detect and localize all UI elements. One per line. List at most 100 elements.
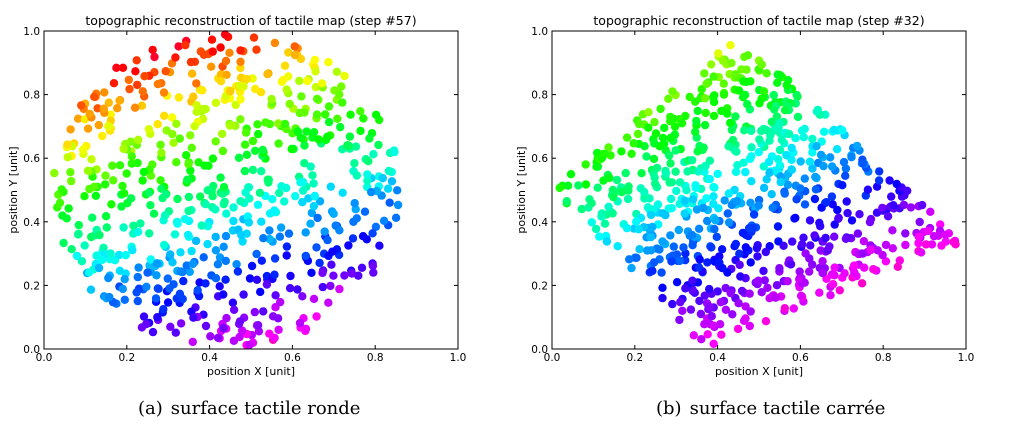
scatter-point	[613, 242, 622, 251]
scatter-point	[665, 178, 674, 187]
scatter-point	[346, 110, 355, 119]
scatter-point	[211, 274, 221, 283]
scatter-point	[660, 123, 669, 133]
scatter-point	[859, 237, 869, 246]
scatter-point	[715, 320, 725, 329]
scatter-point	[595, 232, 604, 241]
scatter-point	[239, 290, 248, 299]
scatter-point	[653, 200, 663, 209]
scatter-point	[914, 232, 924, 242]
scatter-point	[757, 288, 766, 297]
scatter-point	[77, 257, 87, 266]
scatter-point	[735, 260, 744, 270]
scatter-point	[878, 203, 887, 213]
scatter-point	[664, 204, 673, 213]
scatter-point	[320, 227, 329, 236]
scatter-point	[921, 240, 931, 249]
scatter-point	[777, 135, 787, 145]
scatter-point	[166, 322, 175, 331]
scatter-point	[691, 127, 700, 137]
scatter-point	[634, 225, 643, 234]
scatter-point	[847, 216, 857, 225]
scatter-point	[600, 219, 610, 228]
scatter-point	[731, 167, 741, 177]
y-tick-label: 0.6	[23, 153, 40, 165]
scatter-point	[216, 43, 225, 52]
scatter-point	[624, 186, 633, 195]
scatter-point	[211, 246, 221, 255]
y-tick-label: 0.8	[23, 90, 40, 102]
scatter-point	[602, 237, 612, 246]
scatter-point	[221, 275, 230, 284]
scatter-point	[895, 256, 904, 265]
scatter-point	[274, 139, 283, 148]
scatter-point	[775, 264, 784, 273]
scatter-point	[104, 98, 114, 107]
scatter-points	[555, 41, 960, 348]
scatter-point	[598, 149, 608, 159]
scatter-point	[817, 203, 826, 212]
scatter-point	[255, 188, 265, 197]
scatter-point	[753, 252, 762, 261]
scatter-point	[276, 223, 286, 232]
scatter-point	[733, 324, 743, 334]
scatter-point	[830, 220, 839, 229]
scatter-point	[826, 153, 835, 162]
scatter-point	[265, 119, 275, 129]
scatter-point	[206, 332, 215, 341]
scatter-point	[344, 141, 354, 151]
scatter-point	[297, 92, 306, 101]
scatter-point	[795, 267, 804, 276]
scatter-point	[364, 157, 373, 166]
scatter-point	[627, 149, 636, 158]
scatter-point	[747, 143, 756, 152]
scatter-point	[139, 312, 149, 321]
scatter-point	[274, 325, 283, 334]
scatter-point	[184, 206, 193, 216]
scatter-point	[240, 166, 250, 176]
scatter-point	[577, 204, 586, 214]
scatter-point	[99, 243, 108, 252]
scatter-point	[253, 321, 263, 330]
scatter-point	[128, 246, 137, 255]
scatter-point	[668, 87, 677, 96]
scatter-point	[666, 194, 676, 204]
scatter-point	[830, 263, 839, 272]
scatter-point	[270, 333, 279, 342]
scatter-point	[83, 166, 93, 175]
scatter-point	[351, 142, 361, 151]
scatter-point	[768, 203, 777, 212]
scatter-point	[581, 180, 591, 189]
scatter-point	[623, 194, 633, 204]
y-axis-label: position Y [unit]	[515, 146, 528, 233]
scatter-point	[761, 317, 771, 326]
scatter-point	[153, 313, 162, 322]
scatter-point	[193, 286, 202, 295]
scatter-point	[199, 253, 208, 262]
scatter-point	[739, 158, 748, 167]
plot-frame	[43, 30, 459, 350]
scatter-point	[192, 107, 201, 117]
scatter-point	[378, 174, 387, 183]
scatter-point	[676, 297, 685, 307]
scatter-point	[754, 148, 763, 157]
scatter-point	[718, 263, 727, 273]
scatter-point	[849, 261, 859, 270]
scatter-point	[112, 63, 121, 72]
scatter-point	[815, 288, 824, 297]
scatter-point	[236, 95, 245, 104]
scatter-point	[104, 273, 113, 283]
scatter-point	[878, 250, 887, 260]
scatter-point	[691, 183, 700, 192]
scatter-point	[887, 192, 896, 201]
scatter-point	[826, 291, 835, 300]
chart-title: topographic reconstruction of tactile ma…	[593, 13, 924, 28]
scatter-point	[152, 271, 161, 280]
scatter-point	[927, 240, 937, 249]
scatter-point	[235, 81, 245, 91]
scatter-point	[901, 240, 910, 250]
scatter-point	[118, 181, 127, 191]
scatter-point	[726, 118, 735, 128]
scatter-point	[160, 211, 170, 220]
scatter-point	[160, 111, 169, 121]
